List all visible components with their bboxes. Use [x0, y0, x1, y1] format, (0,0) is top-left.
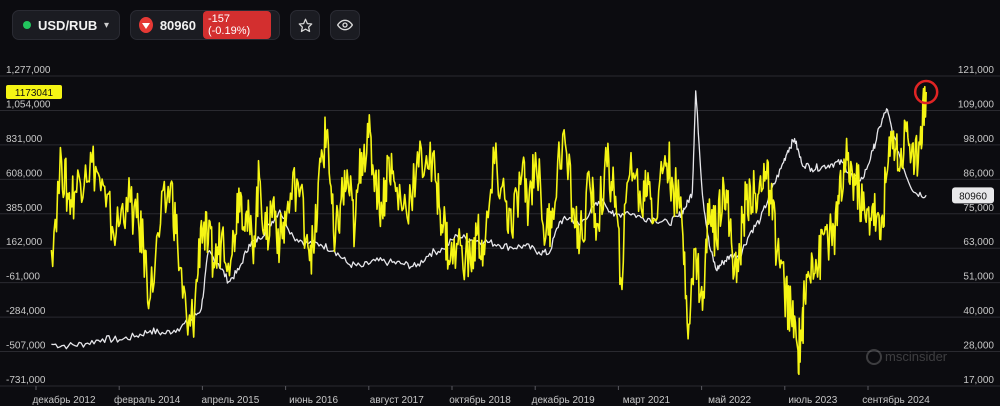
x-tick-label: июль 2023: [788, 395, 837, 406]
x-tick-label: декабрь 2019: [532, 394, 596, 406]
eye-icon: [337, 19, 353, 31]
right-axis: 121,000 109,000 98,000 86,000 75,000 63,000 51…: [958, 65, 995, 386]
x-tick-label: август 2017: [370, 395, 424, 406]
x-axis: декабрь 2012 февраль 2014 апрель 2015 июнь …: [32, 386, 930, 406]
right-tick-label: 40,000: [963, 306, 994, 317]
favorite-button[interactable]: [290, 10, 320, 40]
x-tick-label: февраль 2014: [114, 394, 181, 406]
x-tick-label: октябрь 2018: [449, 394, 511, 406]
watermark-logo-icon: [866, 349, 882, 365]
right-tick-label: 28,000: [963, 341, 994, 352]
left-tick-label: 831,000: [6, 134, 43, 145]
symbol-selector[interactable]: USD/RUB ▾: [12, 10, 120, 40]
star-icon: [298, 18, 312, 32]
left-value-badge: [6, 85, 62, 100]
price-change: -157 (-0.19%): [202, 11, 271, 39]
visibility-button[interactable]: [330, 10, 360, 40]
x-tick-label: май 2022: [708, 395, 751, 406]
series-line-yellow: [50, 85, 927, 376]
chevron-down-icon: ▾: [103, 19, 109, 31]
left-tick-label: -731,000: [6, 375, 46, 386]
right-tick-label: 51,000: [963, 272, 994, 283]
x-tick-label: март 2021: [623, 395, 671, 406]
watermark: mscinsider: [866, 349, 948, 365]
x-tick-label: апрель 2015: [201, 395, 259, 406]
x-tick-label: сентябрь 2024: [862, 394, 930, 406]
left-axis: 1,277,000 1,054,000 831,000 608,000 385,000 1…: [6, 65, 51, 386]
right-value-badge: [952, 187, 994, 204]
watermark-text: mscinsider: [885, 349, 948, 364]
price-badge: 80960 -157 (-0.19%): [130, 10, 280, 40]
series-line-white: [51, 90, 927, 350]
right-tick-label: 109,000: [958, 99, 995, 110]
left-value-label: 1173041: [15, 88, 54, 99]
price-down-icon: [139, 17, 153, 33]
symbol-group: USD/RUB: [23, 18, 97, 33]
left-tick-label: -507,000: [6, 341, 46, 352]
left-tick-label: 1,054,000: [6, 99, 51, 110]
right-tick-label: 17,000: [963, 375, 994, 386]
toolbar: USD/RUB ▾ 80960 -157 (-0.19%): [12, 10, 360, 42]
series-group: [50, 85, 927, 376]
markers: 1173041 80960: [6, 79, 994, 204]
right-value-label: 80960: [959, 191, 987, 202]
left-tick-label: -284,000: [6, 306, 46, 317]
left-tick-label: 608,000: [6, 168, 43, 179]
right-tick-label: 121,000: [958, 65, 995, 76]
right-tick-label: 86,000: [963, 168, 994, 179]
symbol-label: USD/RUB: [38, 17, 98, 33]
left-tick-label: 162,000: [6, 237, 43, 248]
right-tick-label: 75,000: [963, 203, 994, 214]
x-tick-label: декабрь 2012: [32, 394, 96, 406]
chart-grid: [0, 75, 1000, 387]
right-tick-label: 98,000: [963, 134, 994, 145]
left-tick-label: 385,000: [6, 203, 43, 214]
last-value-highlight: [913, 79, 939, 105]
right-tick-label: 63,000: [963, 237, 994, 248]
left-tick-label: -61,000: [6, 272, 40, 283]
price-value: 80960: [159, 17, 196, 33]
status-dot: [23, 21, 31, 29]
x-tick-label: июнь 2016: [289, 395, 338, 406]
left-tick-label: 1,277,000: [6, 65, 51, 76]
